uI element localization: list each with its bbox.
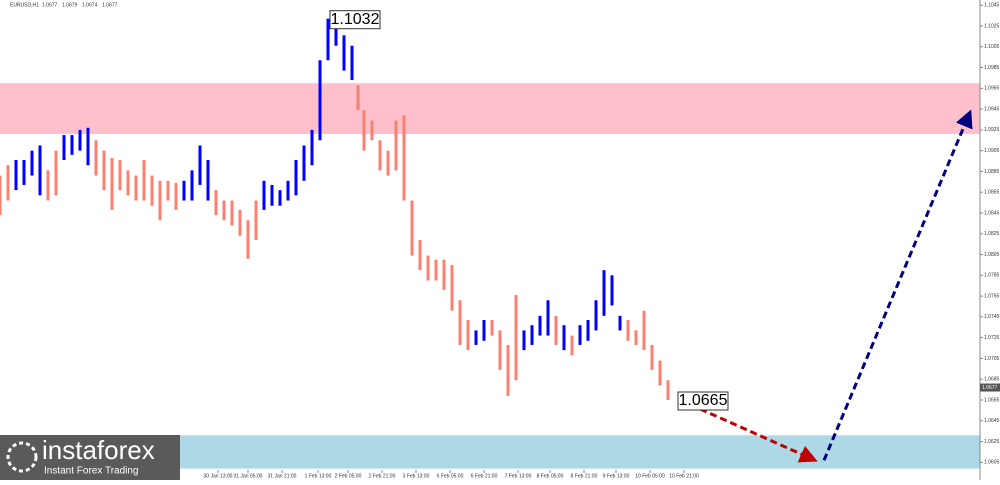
y-tick-label: 1.0805 — [984, 252, 1000, 258]
logo: instaforex Instant Forex Trading — [0, 435, 180, 480]
annotation: 1.0665 — [679, 392, 728, 409]
x-tick-label: 7 Feb 13:00 — [505, 473, 532, 479]
x-tick-label: 6 Feb 05:00 — [437, 473, 464, 479]
x-tick-label: 8 Feb 21:00 — [571, 473, 598, 479]
x-tick-label: 2 Feb 21:00 — [369, 473, 396, 479]
y-tick-label: 1.0725 — [984, 335, 1000, 341]
logo-bg — [0, 435, 180, 480]
y-tick-label: 1.0705 — [984, 356, 1000, 362]
y-tick-label: 1.0925 — [984, 127, 1000, 133]
last-price-box — [980, 383, 1000, 392]
y-tick-label: 1.0605 — [984, 460, 1000, 466]
x-tick-label: 6 Feb 21:00 — [471, 473, 498, 479]
x-tick-label: 10 Feb 05:00 — [635, 473, 665, 479]
y-tick-label: 1.0845 — [984, 210, 1000, 216]
x-tick-label: 30 Jan 13:00 — [204, 473, 233, 479]
header-value: 1.0679 — [62, 2, 78, 8]
brand-tagline: Instant Forex Trading — [44, 466, 139, 477]
y-tick-label: 1.0785 — [984, 273, 1000, 279]
y-tick-label: 1.0865 — [984, 190, 1000, 196]
y-tick-label: 1.0965 — [984, 86, 1000, 92]
y-tick-label: 1.1045 — [984, 3, 1000, 9]
x-tick-label: 9 Feb 13:00 — [603, 473, 630, 479]
x-tick-label: 3 Feb 13:00 — [403, 473, 430, 479]
zone — [0, 83, 980, 135]
y-tick-label: 1.0765 — [984, 293, 1000, 299]
logo-icon — [6, 441, 38, 473]
y-tick-label: 1.0825 — [984, 231, 1000, 237]
y-tick-label: 1.0645 — [984, 418, 1000, 424]
y-tick-label: 1.0745 — [984, 314, 1000, 320]
symbol: EURUSD,H1 — [10, 2, 39, 8]
y-tick-label: 1.0685 — [984, 377, 1000, 383]
y-tick-label: 1.0905 — [984, 148, 1000, 154]
y-tick-label: 1.0625 — [984, 439, 1000, 445]
x-tick-label: 31 Jan 21:00 — [268, 473, 297, 479]
header-value: 1.0677 — [42, 2, 58, 8]
y-tick-label: 1.1025 — [984, 23, 1000, 29]
x-tick-label: 31 Jan 05:00 — [234, 473, 263, 479]
y-tick-label: 1.0885 — [984, 169, 1000, 175]
y-tick-label: 1.0985 — [984, 65, 1000, 71]
annotation-box — [677, 391, 729, 411]
forecast-arrow — [822, 109, 973, 461]
y-tick-label: 1.0665 — [984, 397, 1000, 403]
x-tick-label: 1 Feb 13:00 — [305, 473, 332, 479]
brand-name: instaforex — [42, 435, 155, 465]
y-tick-label: 1.1005 — [984, 44, 1000, 50]
annotation-box — [329, 10, 381, 30]
header-value: 1.0674 — [82, 2, 98, 8]
last-price: 1.0677 — [982, 385, 998, 391]
header-value: 1.0677 — [102, 2, 118, 8]
annotation: 1.1032 — [331, 11, 380, 28]
x-tick-label: 2 Feb 05:00 — [335, 473, 362, 479]
y-tick-label: 1.0945 — [984, 106, 1000, 112]
x-tick-label: 8 Feb 05:00 — [537, 473, 564, 479]
x-tick-label: 10 Feb 21:00 — [669, 473, 699, 479]
